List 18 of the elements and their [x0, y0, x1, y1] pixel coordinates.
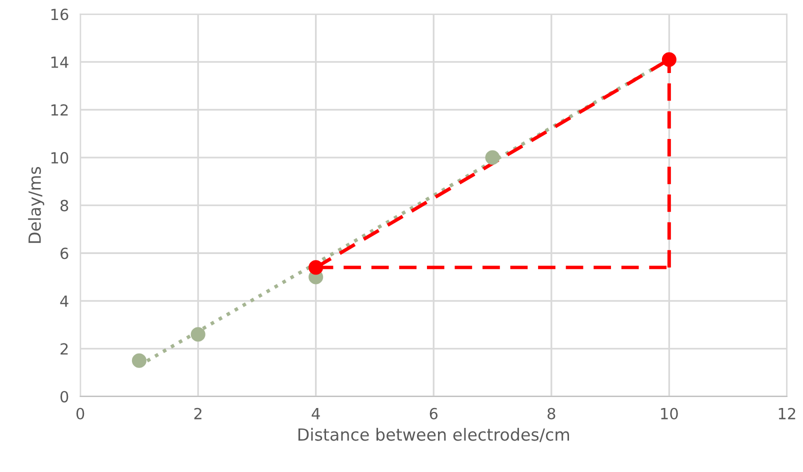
y-tick-label: 4	[60, 296, 68, 307]
x-tick-label: 8	[548, 408, 556, 420]
y-tick-label: 8	[60, 200, 68, 212]
y-tick-label: 12	[51, 104, 68, 116]
y-tick-label: 0	[60, 390, 68, 402]
y-tick-label: 10	[51, 152, 68, 164]
x-tick-label: 10	[661, 408, 678, 420]
x-tick-label: 12	[778, 408, 796, 420]
y-tick-label: 6	[60, 248, 68, 260]
x-tick-label: 2	[194, 408, 202, 420]
x-axis-title: Distance between electrodes/cm	[298, 428, 569, 442]
y-tick-label: 14	[51, 56, 68, 68]
y-tick-label: 16	[51, 8, 68, 20]
x-tick-label: 4	[312, 408, 320, 420]
y-tick-label: 2	[60, 343, 68, 354]
x-tick-label: 0	[76, 408, 84, 420]
y-axis-title: Delay/ms	[28, 166, 44, 243]
x-tick-label: 6	[430, 408, 438, 420]
